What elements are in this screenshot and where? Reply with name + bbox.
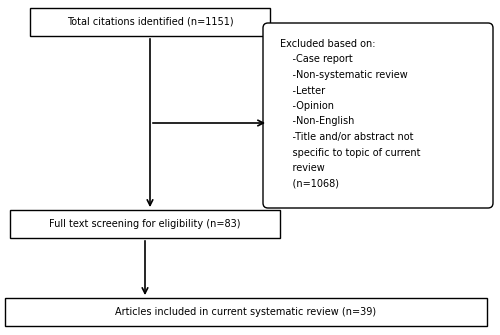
Text: Articles included in current systematic review (n=39): Articles included in current systematic … <box>116 307 376 317</box>
Text: -Letter: -Letter <box>280 85 325 95</box>
Text: review: review <box>280 163 325 173</box>
Text: Total citations identified (n=1151): Total citations identified (n=1151) <box>66 17 234 27</box>
FancyBboxPatch shape <box>263 23 493 208</box>
Text: specific to topic of current: specific to topic of current <box>280 147 420 157</box>
Text: Excluded based on:: Excluded based on: <box>280 39 376 49</box>
Text: -Non-systematic review: -Non-systematic review <box>280 70 408 80</box>
Text: (n=1068): (n=1068) <box>280 179 339 189</box>
Text: -Opinion: -Opinion <box>280 101 334 111</box>
Text: -Title and/or abstract not: -Title and/or abstract not <box>280 132 413 142</box>
Text: Full text screening for eligibility (n=83): Full text screening for eligibility (n=8… <box>49 219 241 229</box>
Text: -Case report: -Case report <box>280 55 353 65</box>
Text: -Non-English: -Non-English <box>280 117 354 127</box>
FancyBboxPatch shape <box>5 298 487 326</box>
FancyBboxPatch shape <box>10 210 280 238</box>
FancyBboxPatch shape <box>30 8 270 36</box>
